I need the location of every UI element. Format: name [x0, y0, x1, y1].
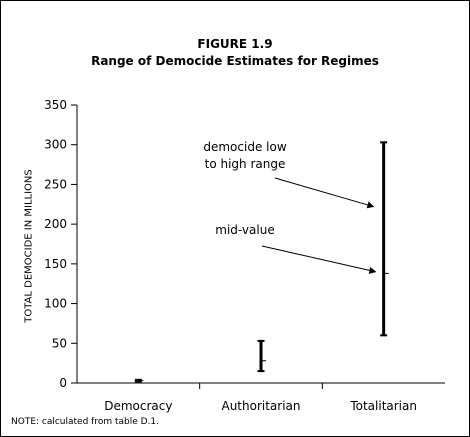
annotation-label: mid-value	[215, 223, 274, 237]
y-tick-label: 0	[59, 376, 67, 390]
source-note: NOTE: calculated from table D.1.	[11, 417, 160, 427]
annotation-arrow	[261, 245, 377, 274]
y-tick-label: 50	[52, 336, 67, 350]
y-tick-label: 250	[44, 177, 67, 191]
chart-title: Range of Democide Estimates for Regimes	[91, 54, 379, 68]
y-tick-label: 300	[44, 138, 67, 152]
y-tick-label: 100	[44, 297, 67, 311]
y-tick-label: 200	[44, 217, 67, 231]
x-tick-label: Authoritarian	[221, 399, 300, 413]
annotation-arrow	[274, 177, 375, 209]
y-tick-label: 150	[44, 257, 67, 271]
x-tick-label: Totalitarian	[349, 399, 417, 413]
annotation-label: democide low	[203, 140, 286, 154]
y-tick-label: 350	[44, 98, 67, 112]
x-tick-label: Democracy	[104, 399, 172, 413]
annotation-label: to high range	[205, 157, 286, 171]
figure-number: FIGURE 1.9	[197, 37, 273, 51]
